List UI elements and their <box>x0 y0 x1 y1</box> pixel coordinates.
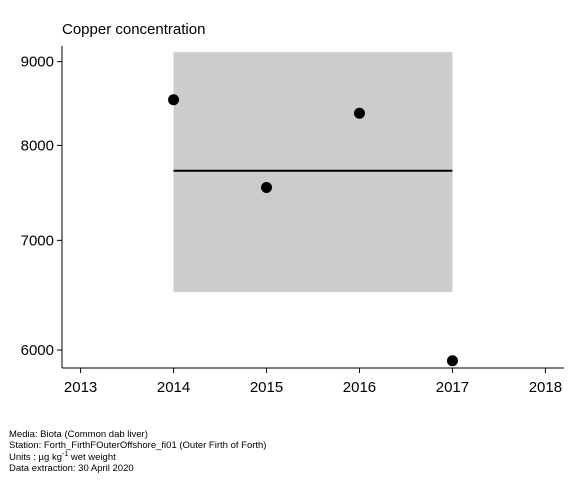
footer-units-prefix: Units : µg kg <box>9 451 62 463</box>
plot-area: 2013 2014 2015 2016 2017 2018 6000 7000 8000 9000 <box>21 46 564 396</box>
footer-units: Units : µg kg-1 wet weight <box>9 450 266 463</box>
x-tick-label-2018: 2018 <box>529 379 562 396</box>
data-point-2017 <box>446 355 458 367</box>
footer-units-sup: -1 <box>62 450 69 458</box>
y-tick-label-8000: 8000 <box>21 137 54 154</box>
y-tick-label-9000: 9000 <box>21 54 54 71</box>
x-tick-label-2016: 2016 <box>343 379 376 396</box>
data-point-2016 <box>353 107 365 119</box>
chart-title: Copper concentration <box>62 21 205 38</box>
y-tick-label-6000: 6000 <box>21 342 54 359</box>
x-tick-label-2017: 2017 <box>436 379 469 396</box>
x-tick-label-2015: 2015 <box>250 379 283 396</box>
data-point-2015 <box>261 182 273 194</box>
data-point-2014 <box>168 94 180 106</box>
chart-footer: Media: Biota (Common dab liver) Station:… <box>9 429 266 475</box>
confidence-band <box>173 52 453 292</box>
y-tick-label-7000: 7000 <box>21 232 54 249</box>
footer-station: Station: Forth_FirthFOuterOffshore_fi01 … <box>9 440 267 452</box>
footer-units-suffix: wet weight <box>68 451 116 463</box>
footer-extraction: Data extraction: 30 April 2020 <box>9 463 134 475</box>
footer-media: Media: Biota (Common dab liver) <box>9 429 148 440</box>
x-tick-label-2013: 2013 <box>64 379 97 396</box>
x-tick-label-2014: 2014 <box>157 379 190 396</box>
